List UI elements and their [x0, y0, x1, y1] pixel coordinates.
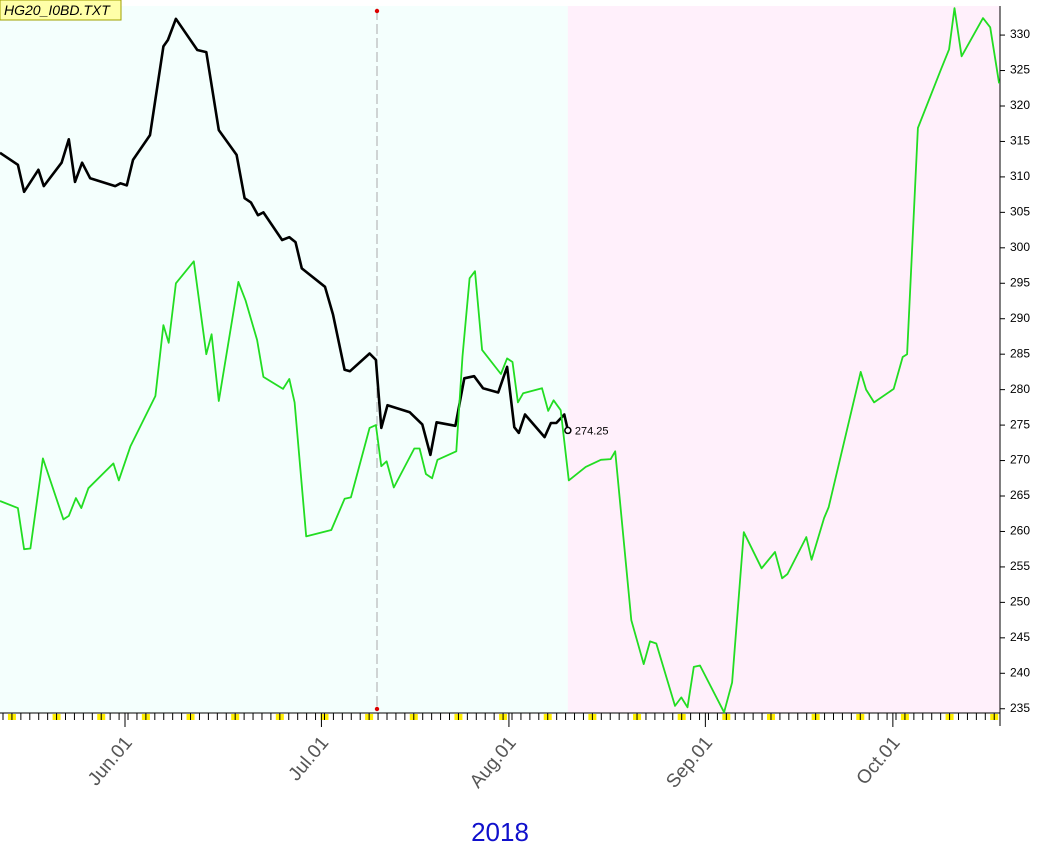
y-tick-label: 250	[1010, 595, 1030, 609]
cursor-marker	[374, 706, 380, 712]
history-region	[0, 6, 568, 713]
y-tick-label: 275	[1010, 417, 1030, 431]
x-tick-label: Aug.01	[466, 733, 521, 793]
y-tick-label: 325	[1010, 63, 1030, 77]
y-tick-label: 320	[1010, 98, 1030, 112]
x-tick-label: Oct.01	[853, 733, 905, 789]
background-layer	[0, 6, 1000, 713]
last-value-marker	[564, 426, 572, 435]
y-tick-label: 240	[1010, 665, 1030, 679]
y-tick-label: 270	[1010, 453, 1030, 467]
x-tick-label: Sep.01	[662, 733, 717, 793]
y-tick-label: 290	[1010, 311, 1030, 325]
y-tick-label: 280	[1010, 382, 1030, 396]
cursor-marker	[374, 8, 380, 14]
y-tick-label: 315	[1010, 134, 1030, 148]
series-layer: 274.25	[0, 7, 1000, 714]
projection-region	[567, 6, 1000, 713]
y-tick-label: 310	[1010, 169, 1030, 183]
y-tick-label: 305	[1010, 205, 1030, 219]
chart-title: HG20_I0BD.TXT	[4, 2, 111, 18]
y-tick-label: 285	[1010, 346, 1030, 360]
series-line	[0, 7, 1000, 714]
y-tick-label: 255	[1010, 559, 1030, 573]
x-tick-label: Jun.01	[84, 733, 137, 790]
y-tick-label: 260	[1010, 524, 1030, 538]
y-tick-label: 330	[1010, 27, 1030, 41]
x-tick-label: Jul.01	[285, 733, 334, 785]
y-tick-label: 300	[1010, 240, 1030, 254]
y-tick-label: 265	[1010, 488, 1030, 502]
y-tick-label: 295	[1010, 275, 1030, 289]
x-axis-label: 2018	[471, 817, 529, 847]
last-value-label: 274.25	[575, 425, 609, 437]
y-tick-label: 235	[1010, 701, 1030, 715]
series-line	[0, 17, 570, 457]
y-tick-label: 245	[1010, 630, 1030, 644]
title-box	[0, 0, 122, 21]
